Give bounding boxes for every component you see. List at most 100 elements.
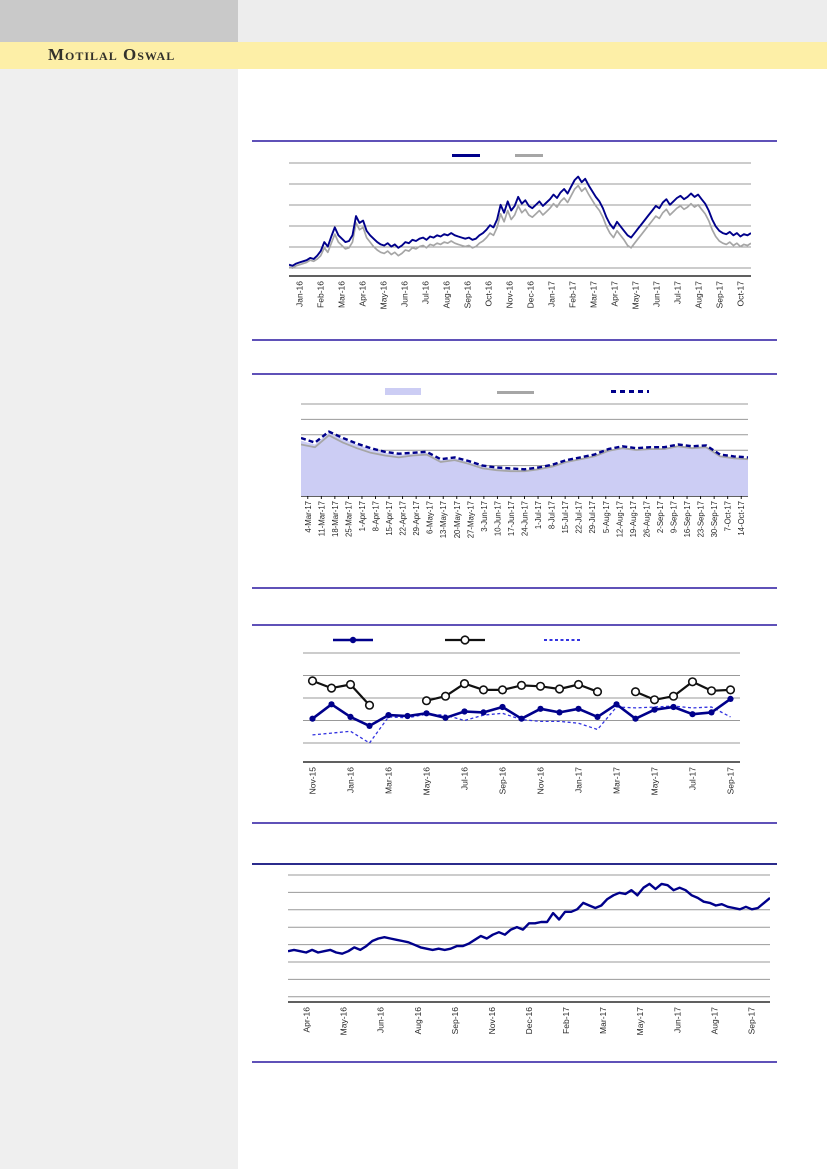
black-open-marker-line-marker (440, 691, 451, 701)
x-tick-label: 24-Jun-17 (521, 501, 530, 536)
x-tick-label: 3-Jun-17 (480, 501, 489, 532)
navy-marker-line-marker (404, 712, 411, 720)
navy-marker-line-marker (518, 715, 525, 722)
x-tick-label: 29-Jul-17 (588, 501, 597, 534)
navy-marker-line-marker (461, 708, 468, 715)
chart2-bottom-rule (252, 587, 777, 589)
x-tick-label: Apr-17 (610, 281, 620, 307)
x-tick-label: 6-May-17 (426, 501, 435, 534)
x-tick-label: May-17 (631, 281, 641, 310)
navy-marker-line-marker (499, 703, 506, 711)
black-open-marker-line-marker (725, 685, 736, 695)
navy-marker-line-marker (423, 710, 430, 717)
x-tick-label: Sep-17 (715, 281, 725, 309)
chart3-bottom-rule (252, 822, 777, 824)
black-open-marker-line-marker (592, 687, 603, 697)
x-tick-label: 26-Aug-17 (642, 501, 651, 537)
navy-marker-line-marker (632, 715, 639, 722)
black-open-marker-line-marker (535, 681, 546, 691)
x-tick-label: May-16 (422, 767, 432, 796)
chart3-legend-navy-marker-icon (333, 636, 373, 644)
black-open-marker-line-marker (706, 686, 717, 696)
navy-marker-line-marker (537, 705, 544, 712)
black-open-marker-line (426, 682, 598, 702)
x-tick-label: May-17 (650, 767, 660, 796)
navy-marker-line-marker (480, 709, 487, 716)
x-tick-label: 8-Apr-17 (372, 501, 381, 531)
x-tick-label: Sep-16 (498, 767, 508, 795)
x-tick-label: Sep-17 (746, 1007, 756, 1035)
x-tick-label: 7-Oct-17 (724, 501, 733, 531)
x-tick-label: 22-Jul-17 (575, 501, 584, 534)
x-tick-label: Apr-16 (358, 281, 368, 307)
black-open-marker-line-marker (421, 696, 432, 706)
navy-marker-line-marker (328, 701, 335, 708)
x-tick-label: Dec-16 (524, 1007, 534, 1035)
navy-marker-line-marker (689, 711, 696, 718)
black-open-marker-line-marker (554, 684, 565, 694)
x-tick-label: Apr-16 (302, 1007, 312, 1033)
x-tick-label: Nov-16 (505, 281, 515, 309)
black-open-marker-line-marker (516, 680, 527, 691)
chart1-bottom-rule (252, 339, 777, 341)
x-tick-label: Aug-17 (694, 281, 704, 309)
x-tick-label: Aug-16 (413, 1007, 423, 1035)
x-tick-label: Feb-16 (316, 281, 326, 308)
x-tick-label: 8-Jul-17 (548, 501, 557, 529)
x-tick-label: 17-Jun-17 (507, 501, 516, 536)
x-tick-label: 19-Aug-17 (629, 501, 638, 537)
navy-marker-line-marker (613, 701, 620, 708)
x-tick-label: 30-Sep-17 (710, 501, 719, 537)
blue-dotted-line (312, 705, 731, 744)
brand-logo-text: Motilal Oswal (48, 45, 176, 64)
chart2-legend-area-swatch-icon (385, 388, 421, 395)
chart4-top-rule (252, 863, 777, 865)
navy-marker-line-marker (727, 695, 734, 702)
navy-marker-line-marker (366, 722, 373, 729)
navy-trend-line (288, 882, 770, 955)
x-tick-label: Mar-17 (612, 767, 622, 794)
chart1-top-rule (252, 140, 777, 142)
gray-line (301, 434, 748, 473)
x-tick-label: 15-Jul-17 (561, 501, 570, 534)
x-tick-label: Feb-17 (561, 1007, 571, 1034)
x-tick-label: Sep-16 (463, 281, 473, 309)
x-tick-label: 23-Sep-17 (697, 501, 706, 537)
chart2-top-rule (252, 373, 777, 375)
x-tick-label: Jul-16 (460, 767, 470, 790)
black-open-marker-line-marker (649, 695, 660, 705)
black-open-marker-line (635, 680, 731, 701)
black-open-marker-line-marker (326, 683, 337, 693)
navy-marker-line-marker (309, 715, 316, 722)
x-tick-label: Nov-15 (308, 767, 318, 795)
x-tick-label: 1-Apr-17 (358, 501, 367, 531)
x-tick-label: 22-Apr-17 (399, 501, 408, 536)
x-tick-label: Jan-17 (574, 767, 584, 793)
x-tick-label: 1-Jul-17 (534, 501, 543, 529)
x-tick-label: Aug-17 (709, 1007, 719, 1035)
x-tick-label: Jun-16 (376, 1007, 386, 1033)
navy-marker-line-marker (575, 705, 582, 712)
x-tick-label: 11-Mar-17 (317, 501, 326, 536)
brand-band (0, 42, 827, 69)
chart3-top-rule (252, 624, 777, 626)
x-tick-label: Sep-16 (450, 1007, 460, 1035)
header-gray-block (0, 0, 238, 42)
x-tick-label: 14-Oct-17 (737, 501, 746, 536)
x-tick-label: May-17 (635, 1007, 645, 1036)
navy-marker-line (311, 697, 732, 728)
chart1-legend-navy-line-icon (452, 154, 480, 157)
x-tick-label: Mar-16 (337, 281, 347, 308)
chart2-legend-gray-line-icon (497, 391, 534, 394)
x-tick-label: 15-Apr-17 (385, 501, 394, 536)
black-open-marker-line-marker (459, 678, 470, 689)
x-tick-label: 20-May-17 (453, 501, 462, 538)
x-tick-label: Jan-16 (346, 767, 356, 793)
x-tick-label: Jul-17 (673, 281, 683, 304)
x-tick-label: 13-May-17 (439, 501, 448, 538)
x-tick-label: Jun-17 (652, 281, 662, 307)
x-tick-label: Jul-17 (688, 767, 698, 790)
x-tick-label: 2-Sep-17 (656, 501, 665, 533)
x-tick-label: Jan-16 (295, 281, 305, 307)
